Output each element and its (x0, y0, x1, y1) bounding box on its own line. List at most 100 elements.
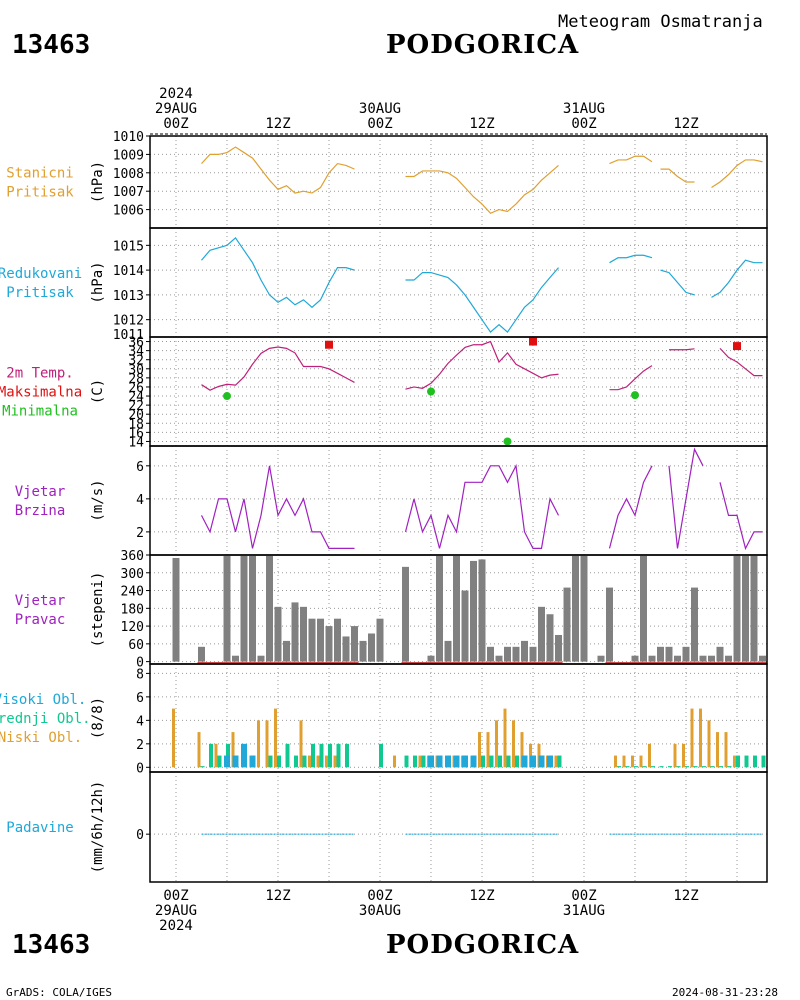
tmin-marker (427, 387, 435, 396)
wind-dir-bar (597, 655, 605, 662)
panel-frame (149, 445, 768, 556)
low-cloud-bar (733, 755, 736, 768)
y-tick-label: 0 (136, 828, 144, 843)
wind-dir-bar (572, 555, 579, 662)
mid-cloud-bar (294, 755, 298, 768)
low-cloud-bar (716, 732, 719, 768)
bottom-time-label: 12Z (673, 888, 698, 904)
bottom-time-label: 00Z (367, 888, 392, 904)
panel-label: Niski Obl. (0, 730, 82, 746)
panel-label: Srednji Obl. (0, 711, 91, 727)
panel-content (201, 237, 763, 333)
low-cloud-bar (699, 708, 702, 768)
wind-dir-bar (274, 606, 282, 662)
series-line (201, 346, 355, 391)
low-cloud-bar (554, 755, 558, 768)
wind-dir-bar (461, 590, 469, 662)
series-line (201, 146, 355, 194)
low-cloud-bar (631, 755, 634, 768)
wind-dir-bar (291, 602, 299, 662)
series-line (660, 269, 695, 296)
wind-dir-bar (546, 614, 554, 662)
bottom-time-label: 12Z (265, 888, 290, 904)
low-cloud-bar (639, 755, 643, 768)
wind-dir-bar (555, 634, 562, 662)
panel-label: Visoki Obl. (0, 692, 86, 708)
mid-cloud-bar (727, 766, 732, 768)
footer-station-id: 13463 (12, 930, 91, 960)
mid-cloud-bar (217, 755, 222, 768)
low-cloud-bar (707, 720, 711, 768)
mid-cloud-bar (685, 766, 689, 768)
mid-cloud-bar (736, 755, 740, 768)
series-line (405, 340, 559, 390)
mid-cloud-bar (345, 743, 349, 768)
bottom-time-label: 29AUG (155, 903, 197, 919)
wind-dir-bar (640, 555, 647, 662)
wind-dir-bar (742, 555, 749, 662)
series-line (405, 164, 559, 214)
wind-dir-bar (504, 646, 511, 662)
wind-dir-bar (487, 646, 494, 662)
panel-label: Brzina (15, 503, 66, 519)
series-line (405, 267, 559, 333)
y-tick-label: 0 (136, 761, 144, 776)
series-line (668, 447, 704, 549)
y-tick-label: 36 (128, 336, 144, 351)
wind-dir-bar (257, 655, 265, 662)
low-cloud-bar (333, 755, 337, 768)
wind-dir-bar (708, 655, 715, 662)
panel-frame (149, 135, 768, 229)
tmin-marker (503, 437, 512, 446)
mid-cloud-bar (744, 755, 749, 768)
wind-dir-bar (725, 655, 732, 662)
panel-temperature (146, 336, 768, 447)
panel-label: Pritisak (6, 285, 74, 301)
y-axis-label: (mm/6h/12h) (90, 781, 106, 874)
wind-dir-bar (470, 560, 477, 662)
panel-label: Pravac (15, 612, 66, 628)
y-tick-label: 1015 (113, 239, 144, 254)
low-cloud-bar (614, 755, 617, 768)
high-cloud-bar (530, 755, 536, 768)
low-cloud-bar (231, 732, 235, 768)
mid-cloud-bar (753, 755, 757, 768)
y-tick-label: 120 (121, 620, 144, 635)
y-tick-label: 26 (128, 381, 144, 396)
y-tick-label: 32 (128, 354, 144, 369)
wind-dir-bar (232, 655, 239, 662)
mid-cloud-bar (319, 743, 324, 768)
wind-dir-bar (376, 618, 384, 662)
top-time-label: 12Z (265, 116, 290, 132)
wind-dir-bar (240, 555, 248, 662)
low-cloud-bar (214, 743, 218, 768)
wind-dir-bar (733, 555, 741, 662)
y-tick-label: 1006 (113, 204, 144, 219)
wind-dir-bar (453, 555, 460, 662)
wind-dir-bar (682, 646, 690, 662)
top-time-label: 12Z (673, 116, 698, 132)
panel-label: Stanicni (6, 166, 73, 182)
series-line (669, 348, 695, 351)
low-cloud-bar (316, 755, 320, 768)
y-axis-label: (stepeni) (90, 572, 106, 648)
wind-dir-bar (249, 555, 256, 662)
mid-cloud-bar (693, 766, 698, 768)
mid-cloud-bar (659, 766, 664, 768)
mid-cloud-bar (515, 755, 519, 768)
series-line (609, 254, 653, 264)
wind-dir-bar (325, 626, 333, 662)
mid-cloud-bar (651, 766, 655, 768)
wind-dir-bar (198, 646, 205, 662)
mid-cloud-bar (761, 755, 766, 768)
y-tick-label: 24 (128, 390, 144, 405)
low-cloud-bar (648, 743, 651, 768)
y-tick-label: 240 (121, 585, 144, 600)
panel-content (201, 146, 763, 214)
panel-frame (149, 771, 768, 883)
wind-dir-bar (606, 587, 613, 662)
high-cloud-bar (428, 755, 434, 768)
wind-dir-bar (427, 655, 435, 662)
tmax-marker (325, 340, 333, 349)
